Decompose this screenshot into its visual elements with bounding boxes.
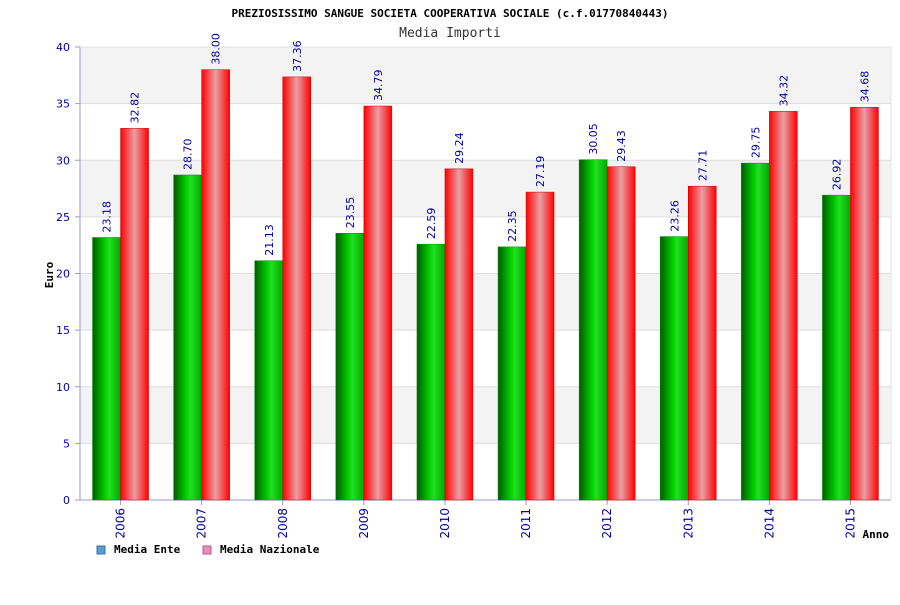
value-label-media-ente: 30.05 (587, 123, 600, 155)
bar-media-ente (92, 237, 121, 501)
x-tick-label: 2012 (600, 508, 614, 539)
y-tick-label: 25 (56, 211, 70, 224)
x-tick-label: 2014 (762, 508, 776, 539)
value-label-media-ente: 28.70 (182, 138, 195, 170)
bar-media-ente (254, 260, 283, 501)
bar-media-ente (173, 174, 202, 501)
x-tick-label: 2013 (681, 508, 695, 539)
legend: Media Ente Media Nazionale (96, 543, 320, 556)
x-tick-label: 2011 (519, 508, 533, 539)
bar-media-ente (416, 243, 446, 501)
bar-media-nazionale (769, 111, 798, 501)
x-tick-label: 2006 (114, 508, 128, 539)
value-label-media-nazionale: 38.00 (210, 33, 223, 65)
legend-label-media-ente: Media Ente (114, 543, 181, 556)
y-tick-label: 30 (56, 154, 70, 167)
value-label-media-ente: 29.75 (749, 127, 762, 159)
bars (92, 69, 879, 501)
y-tick-label: 15 (56, 324, 70, 337)
value-label-media-nazionale: 27.19 (534, 156, 547, 188)
y-tick-label: 40 (56, 41, 70, 54)
value-label-media-ente: 23.55 (344, 197, 357, 229)
x-tick-label: 2007 (195, 508, 209, 539)
bar-media-ente (741, 162, 770, 501)
bar-media-nazionale (688, 185, 717, 501)
legend-label-media-nazionale: Media Nazionale (220, 543, 320, 556)
bar-media-ente (822, 194, 851, 501)
y-tick-label: 35 (56, 98, 70, 111)
value-label-media-ente: 23.26 (668, 200, 681, 232)
bar-media-nazionale (363, 105, 393, 501)
value-label-media-nazionale: 29.43 (615, 130, 628, 162)
y-axis-label: Euro (43, 261, 56, 288)
y-tick-label: 5 (63, 437, 70, 450)
value-label-media-ente: 22.59 (425, 208, 438, 240)
legend-swatch-media-nazionale (202, 545, 212, 555)
value-label-media-nazionale: 27.71 (696, 150, 709, 182)
y-tick-label: 10 (56, 381, 70, 394)
bar-media-nazionale (444, 168, 474, 501)
value-label-media-ente: 23.18 (101, 201, 114, 233)
x-tick-label: 2010 (438, 508, 452, 539)
x-tick-label: 2008 (276, 508, 290, 539)
bar-media-nazionale (850, 106, 879, 501)
value-label-media-nazionale: 29.24 (453, 132, 466, 164)
x-tick-label: 2009 (357, 508, 371, 539)
bar-media-ente (660, 236, 689, 501)
x-tick-label: 2015 (843, 508, 857, 539)
value-label-media-nazionale: 37.36 (291, 40, 304, 72)
bar-media-nazionale (201, 69, 230, 501)
value-label-media-nazionale: 34.79 (372, 70, 385, 102)
value-label-media-ente: 26.92 (830, 159, 843, 191)
legend-swatch-media-ente (96, 545, 106, 555)
x-axis-label: Anno (863, 528, 890, 541)
bar-media-ente (578, 159, 608, 501)
value-label-media-nazionale: 34.68 (858, 71, 871, 103)
value-labels: 23.18 32.82 28.70 38.00 21.13 37.36 23.55 34.79… (101, 33, 872, 256)
y-tick-label: 0 (63, 494, 70, 507)
bar-media-nazionale (525, 191, 555, 501)
bar-media-nazionale (606, 166, 636, 501)
chart-subtitle: Media Importi (399, 26, 501, 41)
chart-title: PREZIOSISSIMO SANGUE SOCIETA COOPERATIVA… (231, 7, 668, 20)
bar-media-nazionale (282, 76, 311, 501)
bar-media-ente (335, 233, 365, 501)
value-label-media-nazionale: 32.82 (129, 92, 142, 124)
value-label-media-ente: 22.35 (506, 210, 519, 242)
value-label-media-nazionale: 34.32 (777, 75, 790, 107)
bar-media-nazionale (120, 128, 149, 501)
bar-media-ente (497, 246, 527, 501)
value-label-media-ente: 21.13 (263, 224, 276, 256)
y-tick-label: 20 (56, 268, 70, 281)
